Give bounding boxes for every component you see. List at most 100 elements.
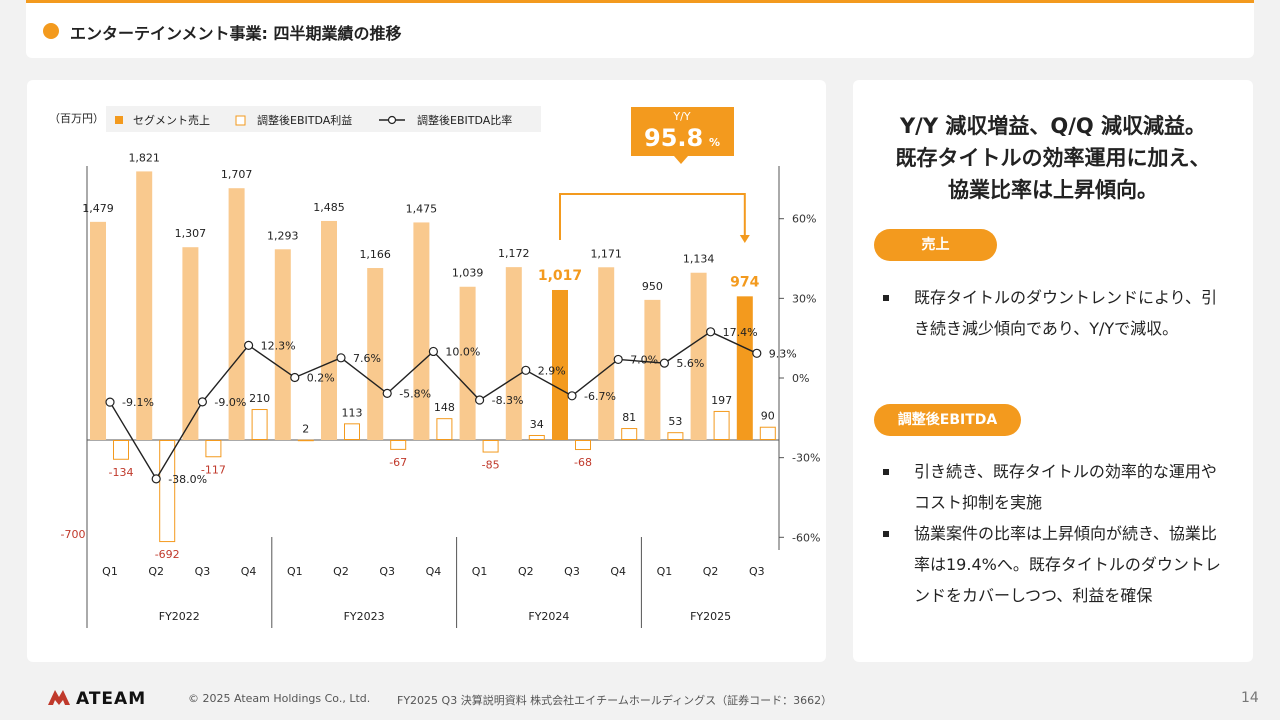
ebitda-bar	[528, 434, 545, 440]
sales-bar	[505, 267, 522, 440]
ratio-label: -5.8%	[399, 387, 431, 400]
callout-value: 95.8	[644, 124, 703, 152]
sales-bar-label: 1,475	[406, 202, 438, 215]
x-category-label: Q1	[102, 565, 118, 578]
headline-line: Y/Y 減収増益、Q/Q 減収減益。	[899, 114, 1207, 138]
ratio-label: 5.6%	[676, 357, 704, 370]
chart-card: 60% 30% 0% -30% -60% -700 1,479 -134 1,821 -692 1,…	[27, 80, 826, 662]
right-axis-tick-label: 60%	[792, 213, 816, 226]
ratio-point	[105, 397, 115, 407]
legend-ratio-label: 調整後EBITDA比率	[417, 113, 512, 127]
ebitda-bar	[205, 440, 222, 458]
summary-card: Y/Y 減収増益、Q/Q 減収減益。 既存タイトルの効率運用に加え、 協業比率は…	[853, 80, 1253, 662]
x-category-label: Q3	[379, 565, 395, 578]
ebitda-bar-label: -117	[201, 463, 226, 476]
headline-line: 既存タイトルの効率運用に加え、	[895, 146, 1211, 170]
sales-bar-label: 1,479	[82, 202, 114, 215]
ratio-label: 7.0%	[630, 353, 658, 366]
sales-bar-label: 950	[642, 280, 663, 293]
ratio-label: 7.6%	[353, 352, 381, 365]
ebitda-bar	[667, 432, 684, 440]
ebitda-bar	[759, 426, 776, 441]
ratio-point	[613, 354, 623, 365]
square-bullet-icon	[883, 295, 889, 301]
bullet-item: 協業案件の比率は上昇傾向が続き、協業比率は19.4%へ。既存タイトルのダウントレ…	[883, 518, 1228, 611]
x-category-label: Q2	[333, 565, 349, 578]
x-category-label: Q2	[703, 565, 719, 578]
sales-bar	[182, 247, 199, 440]
ratio-point	[197, 397, 207, 407]
fiscal-year-label: FY2022	[159, 610, 200, 623]
document-info: FY2025 Q3 決算説明資料 株式会社エイチームホールディングス（証券コード…	[397, 694, 833, 707]
bullet-item: 既存タイトルのダウントレンドにより、引き続き減少傾向であり、Y/Yで減収。	[883, 282, 1228, 344]
ratio-label: -38.0%	[168, 473, 207, 486]
sales-bar	[644, 299, 661, 440]
sales-bullets: 既存タイトルのダウントレンドにより、引き続き減少傾向であり、Y/Yで減収。	[883, 282, 1228, 344]
sales-bar-label: 1,171	[590, 247, 622, 260]
x-category-label: Q1	[287, 565, 303, 578]
page-number: 14	[1241, 690, 1259, 706]
bullet-text: 引き続き、既存タイトルの効率的な運用やコスト抑制を実施	[914, 462, 1217, 512]
x-category-label: Q4	[610, 565, 626, 578]
sales-bar	[367, 268, 384, 440]
ratio-point	[475, 395, 485, 405]
copyright: © 2025 Ateam Holdings Co., Ltd.	[188, 692, 371, 705]
page-header: エンターテインメント事業: 四半期業績の推移	[26, 3, 1254, 58]
x-category-label: Q3	[564, 565, 580, 578]
sales-bar	[136, 171, 153, 440]
sales-bar-label: 1,039	[452, 267, 484, 280]
sales-bar-label: 1,293	[267, 229, 299, 242]
ebitda-bar	[251, 409, 268, 440]
ebitda-bar-label: -68	[574, 456, 592, 469]
x-category-label: Q1	[657, 565, 673, 578]
ebitda-bar-label: 2	[302, 423, 309, 436]
x-category-label: Q4	[426, 565, 442, 578]
ebitda-bar-label: 81	[622, 411, 636, 424]
sales-bar-label: 1,707	[221, 168, 253, 181]
ebitda-bar	[159, 440, 176, 543]
summary-headline: Y/Y 減収増益、Q/Q 減収減益。 既存タイトルの効率運用に加え、 協業比率は…	[853, 110, 1253, 206]
legend-ebitda-swatch	[235, 115, 246, 126]
ratio-label: 9.3%	[769, 347, 797, 360]
callout-box	[631, 107, 734, 156]
callout-unit: %	[709, 136, 720, 149]
quarterly-chart: 60% 30% 0% -30% -60% -700 1,479 -134 1,821 -692 1,…	[49, 106, 820, 628]
ebitda-bar-label: -67	[389, 456, 407, 469]
ebitda-bar	[297, 439, 314, 442]
ratio-point	[752, 348, 762, 358]
bullet-item: 引き続き、既存タイトルの効率的な運用やコスト抑制を実施	[883, 456, 1228, 518]
bullet-text: 協業案件の比率は上昇傾向が続き、協業比率は19.4%へ。既存タイトルのダウントレ…	[914, 524, 1221, 605]
ratio-point	[521, 365, 531, 375]
sales-bar	[459, 286, 476, 440]
ebitda-bar	[436, 418, 453, 441]
ebitda-bar-label: -134	[109, 466, 134, 479]
x-category-label: Q2	[148, 565, 164, 578]
page-title: エンターテインメント事業: 四半期業績の推移	[70, 24, 402, 43]
sales-bar	[90, 221, 106, 440]
ateam-logo: ATEAM	[46, 686, 164, 709]
sales-bar	[321, 220, 337, 440]
ratio-point	[705, 327, 716, 337]
ratio-label: 12.3%	[261, 339, 296, 352]
x-category-label: Q2	[518, 565, 534, 578]
ratio-label: -6.7%	[584, 390, 616, 403]
section-label-sales: 売上	[874, 229, 997, 261]
ratio-point	[244, 340, 254, 350]
ebitda-bar-label: -85	[482, 459, 500, 472]
ratio-point	[336, 353, 346, 363]
sales-bar	[228, 188, 245, 440]
square-bullet-icon	[883, 531, 889, 537]
callout-arrow-icon	[739, 235, 750, 243]
ebitda-bar-label: 148	[434, 401, 455, 414]
sales-bar-label: 1,166	[359, 248, 391, 261]
sales-bar-label: 1,485	[313, 201, 345, 214]
ratio-label: 0.2%	[307, 371, 335, 384]
callout-pointer	[674, 156, 688, 164]
ebitda-bar	[113, 440, 129, 460]
right-axis-tick-label: -60%	[792, 531, 820, 544]
sales-bar-label: 1,134	[683, 253, 715, 266]
ebitda-bar	[713, 410, 730, 441]
sales-bar-label: 1,307	[175, 227, 207, 240]
svg-text:ATEAM: ATEAM	[76, 689, 146, 708]
section-label-ebitda: 調整後EBITDA	[874, 404, 1021, 436]
